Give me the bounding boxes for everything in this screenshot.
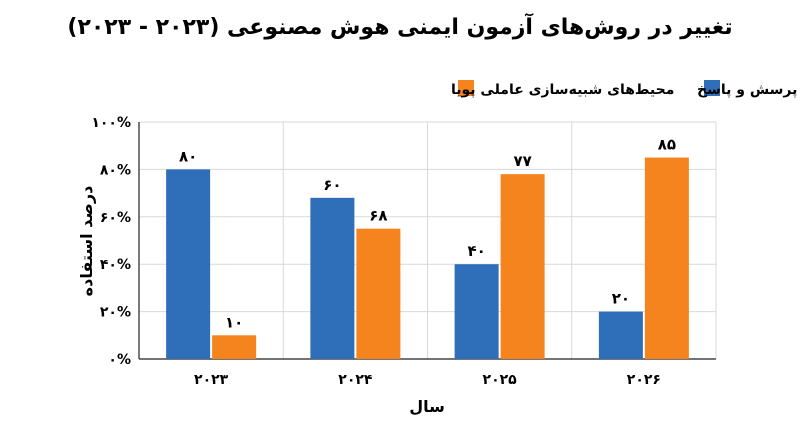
x-axis-label: سال	[409, 397, 445, 416]
bar-static-qa	[454, 264, 499, 359]
bar-dynamic-sim	[212, 335, 257, 359]
bar-static-qa	[166, 169, 211, 359]
bar-static-qa	[310, 197, 355, 359]
data-label-static-qa: ۶۰	[323, 176, 341, 194]
bar-dynamic-sim	[500, 174, 545, 359]
x-tick-label: ۲۰۲۴	[338, 372, 373, 388]
chart-title: تغییر در روش‌های آزمون ایمنی هوش مصنوعی …	[67, 12, 732, 40]
data-label-dynamic-sim: ۱۰	[225, 313, 243, 331]
data-label-static-qa: ۲۰	[612, 290, 630, 308]
legend-swatch-static-qa	[704, 80, 720, 96]
y-tick-label: ۰%	[108, 352, 131, 368]
x-tick-label: ۲۰۲۵	[483, 372, 518, 388]
legend-label-dynamic-sim: محیط‌های شبیه‌سازی عاملی پویا	[451, 82, 674, 98]
legend-label-static-qa: معیارهای ایستا پرسش و پاسخ	[697, 82, 800, 98]
bar-static-qa	[598, 311, 643, 359]
data-label-static-qa: ۴۰	[467, 242, 485, 260]
y-tick-label: ۴۰%	[100, 257, 131, 273]
data-label-dynamic-sim: ۸۵	[658, 136, 676, 154]
y-tick-label: ۶۰%	[100, 210, 131, 226]
bar-dynamic-sim	[356, 228, 401, 359]
data-label-dynamic-sim: ۷۷	[513, 152, 531, 170]
x-tick-label: ۲۰۲۶	[627, 372, 661, 388]
bars	[166, 157, 689, 359]
x-tick-label: ۲۰۲۳	[194, 372, 229, 388]
legend: معیارهای ایستا پرسش و پاسخ محیط‌های شبیه…	[451, 80, 800, 98]
y-tick-label: ۲۰%	[100, 305, 131, 321]
legend-swatch-dynamic-sim	[458, 80, 474, 96]
y-axis-label: درصد استفاده	[77, 186, 96, 297]
data-labels: ۸۰ ۱۰ ۶۰ ۶۸ ۴۰ ۷۷ ۲۰ ۸۵	[179, 136, 676, 332]
tick-labels: ۰% ۲۰% ۴۰% ۶۰% ۸۰% ۱۰۰% ۲۰۲۳ ۲۰۲۴ ۲۰۲۵ ۲۰۲۶	[91, 115, 661, 388]
bar-dynamic-sim	[644, 157, 689, 359]
y-tick-label: ۸۰%	[100, 162, 131, 178]
data-label-dynamic-sim: ۶۸	[369, 207, 387, 225]
data-label-static-qa: ۸۰	[179, 147, 197, 165]
y-tick-label: ۱۰۰%	[91, 115, 131, 131]
